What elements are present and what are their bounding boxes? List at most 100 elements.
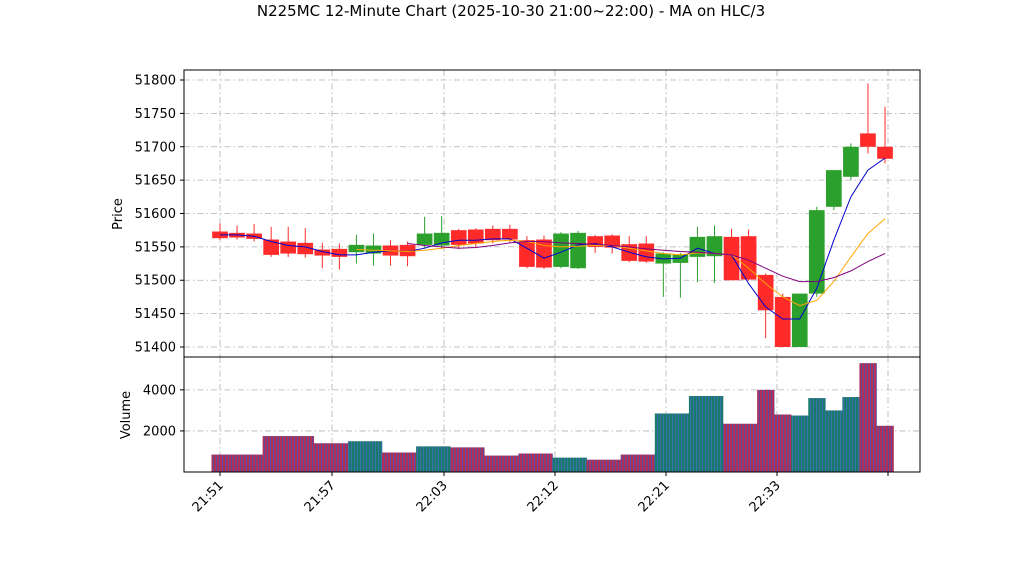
candle-body <box>774 296 791 347</box>
candle <box>826 170 842 211</box>
candle-body <box>280 241 297 254</box>
candle <box>416 216 433 249</box>
candle <box>791 293 808 347</box>
volume-bar <box>620 454 639 472</box>
price-tick-label: 51500 <box>135 274 176 289</box>
volume-bar <box>381 452 400 472</box>
volume-bar <box>296 436 315 472</box>
x-tick-label: 22:03 <box>414 478 451 515</box>
candle <box>774 293 791 347</box>
candle <box>348 234 365 264</box>
volume-bar <box>245 454 263 472</box>
candle-body <box>502 228 518 240</box>
volume-tick-label: 2000 <box>143 424 176 439</box>
volume-bar <box>774 414 792 472</box>
volume-bar <box>347 441 366 472</box>
time-axis: 21:51 21:57 22:03 22:12 22:21 22:33 <box>190 472 889 515</box>
volume-bar <box>654 413 673 472</box>
candle-body <box>553 233 569 267</box>
candle <box>604 234 621 254</box>
price-axis: 51400 51450 51500 51550 51600 51650 51700 51750… <box>135 74 184 355</box>
price-tick-label: 51550 <box>135 240 176 255</box>
candle <box>536 235 552 269</box>
volume-bar <box>450 447 468 472</box>
volume-bar <box>279 436 298 472</box>
candle-body <box>860 133 876 147</box>
ma-line-slow <box>407 241 886 283</box>
candle-body <box>450 230 467 245</box>
volume-bar <box>791 415 809 472</box>
candle-body <box>826 170 842 207</box>
candle-body <box>416 233 433 245</box>
candle-body <box>331 248 348 257</box>
price-tick-label: 51450 <box>135 307 176 322</box>
volume-bar <box>603 459 622 472</box>
volume-bars <box>211 363 894 472</box>
volume-bar <box>228 454 246 472</box>
volume-bar <box>211 454 229 472</box>
volume-bar <box>467 447 485 472</box>
candle-body <box>484 228 501 241</box>
volume-bar <box>637 454 656 472</box>
candle-body <box>348 244 365 253</box>
price-tick-label: 51650 <box>135 174 176 189</box>
candle-body <box>399 244 416 257</box>
x-tick-label: 21:51 <box>190 478 227 515</box>
volume-bar <box>313 443 332 472</box>
candle <box>740 229 757 281</box>
candle-body <box>740 236 757 280</box>
candle-body <box>433 232 450 246</box>
candle-body <box>723 236 740 281</box>
volume-bar <box>723 423 741 472</box>
x-tick-label: 22:21 <box>636 478 673 515</box>
candle-body <box>519 240 535 267</box>
x-tick-label: 22:33 <box>747 478 784 515</box>
volume-axis-label: Volume <box>119 391 134 439</box>
volume-bar <box>569 457 587 472</box>
candle <box>297 228 314 258</box>
volume-bar <box>501 455 519 472</box>
candle-body <box>536 239 552 268</box>
candle-body <box>263 239 279 255</box>
moving-averages <box>220 157 886 320</box>
candle <box>706 225 723 283</box>
candle <box>808 206 825 297</box>
volume-bar <box>688 396 707 472</box>
candle <box>331 243 348 270</box>
candle-body <box>587 236 603 247</box>
volume-panel-frame <box>183 356 921 473</box>
volume-bar <box>364 441 383 472</box>
candle-body <box>365 245 382 254</box>
candle <box>843 143 859 181</box>
x-tick-label: 22:12 <box>525 478 562 515</box>
candle <box>399 241 416 267</box>
candle-body <box>467 229 484 244</box>
ma-line-fast <box>220 157 886 320</box>
price-axis-label: Price <box>111 198 126 230</box>
volume-bar <box>586 459 604 472</box>
candle <box>365 233 382 266</box>
candle-body <box>843 146 859 177</box>
candle-body <box>570 232 586 269</box>
candle-body <box>314 249 331 256</box>
volume-bar <box>399 452 417 472</box>
price-tick-label: 51400 <box>135 340 176 355</box>
volume-bar <box>484 455 502 472</box>
candle <box>570 230 586 269</box>
volume-bar <box>808 398 826 472</box>
volume-bar <box>757 389 775 472</box>
volume-axis: 2000 4000 <box>143 383 184 439</box>
price-tick-label: 51700 <box>135 140 176 155</box>
candle <box>877 106 893 164</box>
candle <box>860 83 876 154</box>
volume-bar <box>552 457 570 472</box>
price-tick-label: 51800 <box>135 74 176 89</box>
candle <box>314 242 331 269</box>
volume-bar <box>825 410 843 472</box>
volume-bar <box>262 436 280 472</box>
candle-body <box>706 236 723 257</box>
candle-body <box>808 210 825 294</box>
price-tick-label: 51600 <box>135 207 176 222</box>
